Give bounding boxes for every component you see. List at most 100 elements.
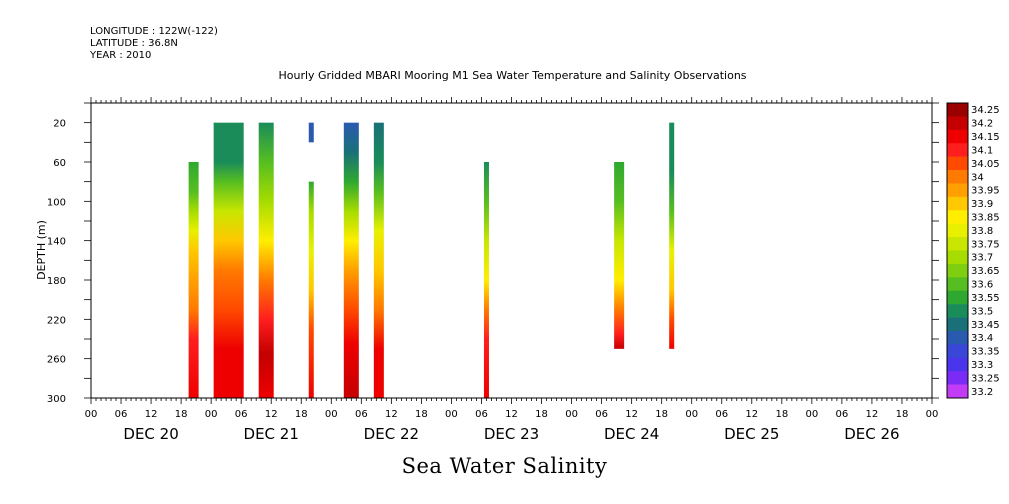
y-tick-label: 220 — [47, 315, 66, 326]
x-tick-label: 18 — [415, 409, 428, 420]
colorbar-label: 33.2 — [971, 387, 993, 398]
x-tick-label: 18 — [655, 409, 668, 420]
bottom-title: Sea Water Salinity — [401, 454, 608, 478]
colorbar: 34.25 34.2 34.15 34.1 34.05 34 33.95 33.9 33.85 3… — [946, 102, 1000, 399]
colorbar-label: 33.35 — [971, 347, 1000, 358]
x-tick-label: 06 — [475, 409, 488, 420]
y-tick-label: 180 — [47, 276, 66, 287]
axes: 00 06 12 18 00 06 12 18 00 06 12 18 00 06 12 18 00 06 12 18… — [47, 97, 939, 443]
colorbar-label: 34.25 — [971, 105, 1000, 116]
colorbar-label: 33.95 — [971, 186, 1000, 197]
colorbar-label: 33.85 — [971, 212, 1000, 223]
x-tick-label: 12 — [385, 409, 398, 420]
salinity-column — [213, 122, 244, 399]
colorbar-swatch — [947, 384, 968, 399]
colorbar-label: 33.45 — [971, 320, 1000, 331]
colorbar-swatch — [947, 304, 968, 318]
colorbar-swatch — [947, 277, 968, 292]
x-tick-label: 00 — [205, 409, 218, 420]
latitude-label: LATITUDE : 36.8N — [90, 38, 178, 49]
x-tick-label: 00 — [85, 409, 98, 420]
x-tick-label: 18 — [775, 409, 788, 420]
x-tick-label: 12 — [145, 409, 158, 420]
salinity-column — [373, 122, 384, 399]
salinity-column — [343, 122, 359, 399]
day-label: DEC 20 — [123, 425, 178, 443]
colorbar-swatch — [947, 290, 968, 305]
colorbar-swatch — [947, 344, 968, 359]
colorbar-swatch — [947, 116, 968, 131]
colorbar-swatch — [947, 237, 968, 251]
colorbar-swatch — [947, 357, 968, 372]
salinity-column — [669, 122, 675, 349]
colorbar-label: 34.1 — [971, 145, 993, 156]
day-label: DEC 24 — [604, 425, 659, 443]
colorbar-label: 33.25 — [971, 373, 1000, 384]
colorbar-label: 33.7 — [971, 253, 993, 264]
colorbar-swatch — [947, 223, 968, 238]
x-tick-label: 00 — [325, 409, 338, 420]
longitude-label: LONGITUDE : 122W(-122) — [90, 26, 218, 37]
chart-title: Hourly Gridded MBARI Mooring M1 Sea Wate… — [0, 69, 1009, 82]
colorbar-swatch — [947, 330, 968, 345]
x-tick-label: 12 — [625, 409, 638, 420]
year-label: YEAR : 2010 — [90, 50, 152, 61]
x-tick-label: 06 — [715, 409, 728, 420]
x-tick-label: 00 — [565, 409, 578, 420]
x-tick-label: 12 — [866, 409, 879, 420]
day-label: DEC 21 — [244, 425, 299, 443]
colorbar-label: 33.6 — [971, 280, 993, 291]
chart-title-text: Hourly Gridded MBARI Mooring M1 Sea Wate… — [278, 69, 747, 82]
colorbar-swatch — [947, 156, 968, 171]
colorbar-label: 33.9 — [971, 199, 993, 210]
colorbar-label: 34.2 — [971, 119, 993, 130]
x-tick-label: 06 — [836, 409, 849, 420]
x-tick-label: 18 — [295, 409, 308, 420]
x-tick-label: 18 — [175, 409, 188, 420]
colorbar-label: 34.15 — [971, 132, 1000, 143]
x-tick-label: 06 — [355, 409, 368, 420]
x-tick-label: 00 — [445, 409, 458, 420]
colorbar-swatch — [947, 250, 968, 265]
y-tick-label: 300 — [47, 394, 66, 405]
salinity-column — [188, 162, 199, 398]
y-tick-label: 140 — [47, 237, 66, 248]
y-tick-label: 260 — [47, 355, 66, 366]
colorbar-swatch — [947, 103, 968, 117]
y-tick-label: 100 — [47, 197, 66, 208]
colorbar-swatch — [947, 170, 968, 184]
y-tick-label: 20 — [53, 119, 66, 130]
salinity-column — [308, 181, 314, 398]
colorbar-label: 33.55 — [971, 293, 1000, 304]
salinity-column — [483, 162, 489, 398]
colorbar-label: 34.05 — [971, 159, 1000, 170]
data-columns — [188, 122, 675, 399]
day-label: DEC 26 — [844, 425, 899, 443]
x-tick-label: 06 — [595, 409, 608, 420]
y-tick-label: 60 — [53, 158, 66, 169]
salinity-column — [308, 122, 314, 143]
colorbar-swatch — [947, 263, 968, 278]
salinity-column — [614, 162, 625, 349]
x-tick-label: 12 — [265, 409, 278, 420]
colorbar-swatch — [947, 196, 968, 211]
colorbar-frame — [946, 102, 969, 399]
x-tick-label: 12 — [505, 409, 518, 420]
colorbar-swatch — [947, 183, 968, 198]
colorbar-label: 33.8 — [971, 226, 993, 237]
x-tick-label: 12 — [745, 409, 758, 420]
colorbar-label: 33.5 — [971, 306, 993, 317]
x-tick-label: 00 — [926, 409, 939, 420]
x-tick-label: 00 — [805, 409, 818, 420]
colorbar-swatch — [947, 317, 968, 332]
salinity-column — [258, 122, 274, 399]
colorbar-swatch — [947, 129, 968, 144]
day-label: DEC 25 — [724, 425, 779, 443]
colorbar-swatch — [947, 143, 968, 157]
x-tick-label: 18 — [896, 409, 909, 420]
colorbar-label: 33.4 — [971, 333, 993, 344]
colorbar-swatch — [947, 210, 968, 224]
colorbar-label: 33.3 — [971, 360, 993, 371]
day-label: DEC 23 — [484, 425, 539, 443]
colorbar-label: 33.65 — [971, 266, 1000, 277]
